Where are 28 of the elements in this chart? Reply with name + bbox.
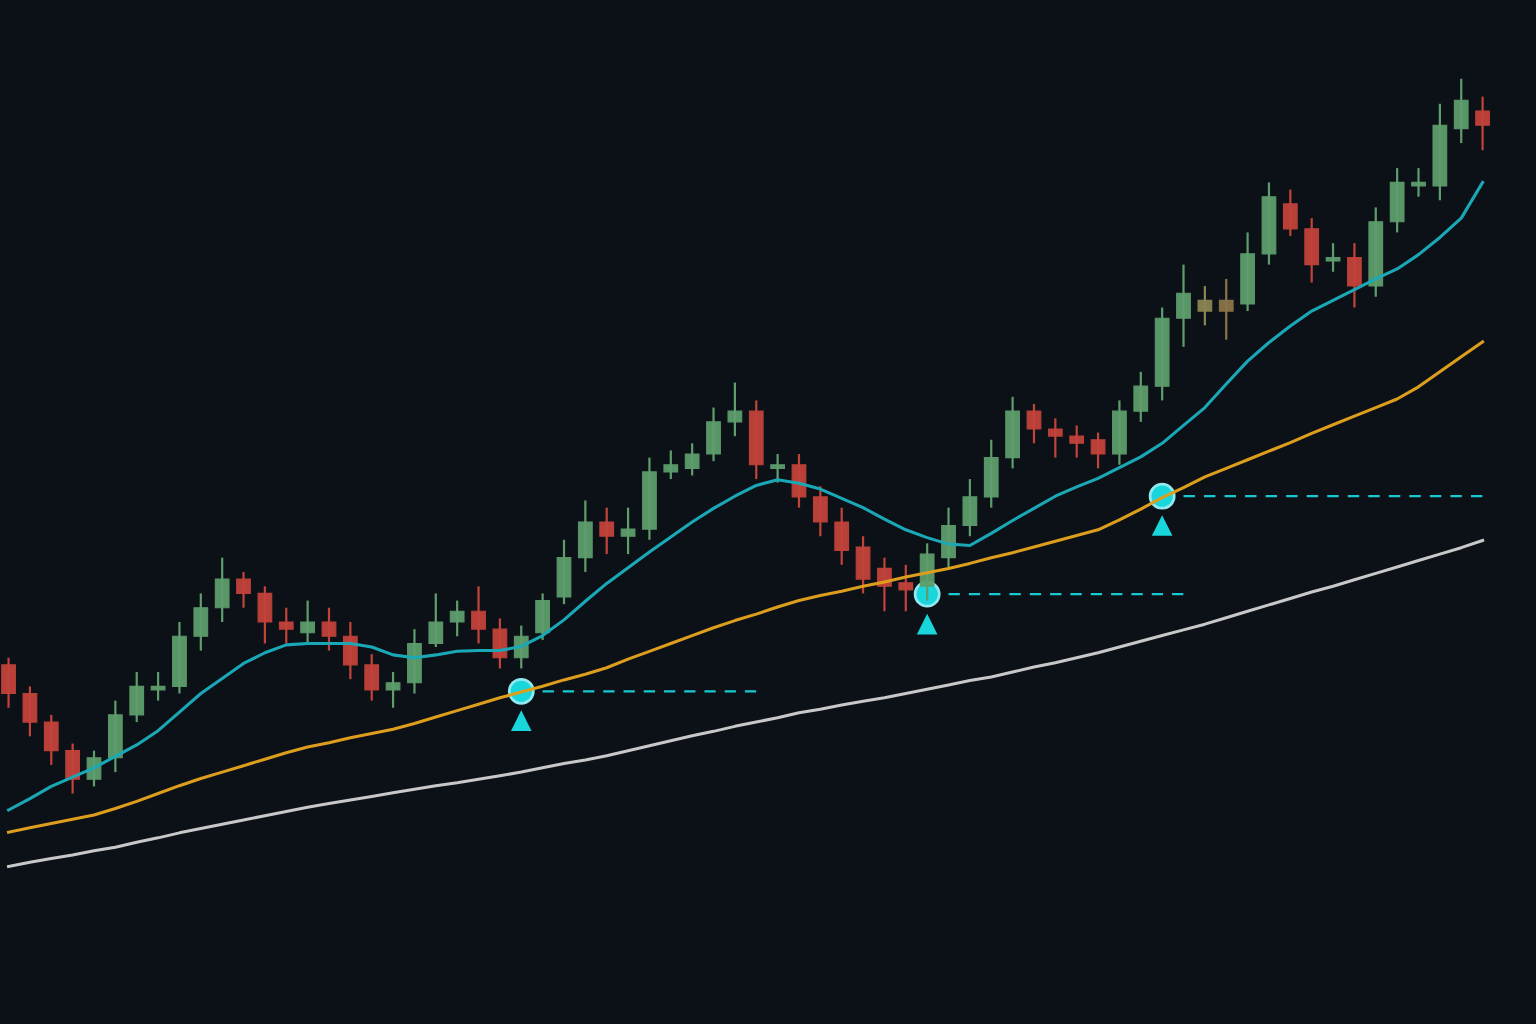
candlestick	[898, 563, 914, 613]
candlestick	[385, 670, 401, 709]
point	[916, 613, 938, 635]
candlestick	[1069, 424, 1085, 459]
candlestick	[278, 606, 294, 645]
candlestick	[321, 606, 337, 652]
candlestick	[1197, 284, 1213, 327]
candlestick	[1047, 417, 1063, 459]
candlestick	[300, 599, 316, 645]
candlestick	[599, 506, 615, 556]
candlestick	[1218, 277, 1234, 341]
candlestick	[727, 381, 743, 438]
candlestick	[471, 585, 486, 645]
candlestick	[663, 449, 679, 481]
candlestick	[1475, 95, 1490, 152]
candlestick	[236, 570, 251, 609]
candlestick	[449, 599, 465, 638]
candlestick	[770, 452, 786, 484]
candlestick	[1411, 167, 1426, 198]
candlestick	[684, 442, 700, 477]
candlestick	[150, 670, 166, 702]
candlestick	[1090, 431, 1106, 470]
point	[1151, 515, 1173, 536]
candlestick	[620, 506, 636, 556]
candlestick	[428, 592, 444, 649]
point	[510, 710, 532, 731]
candlestick	[1325, 242, 1341, 273]
candlestick	[1026, 402, 1042, 445]
